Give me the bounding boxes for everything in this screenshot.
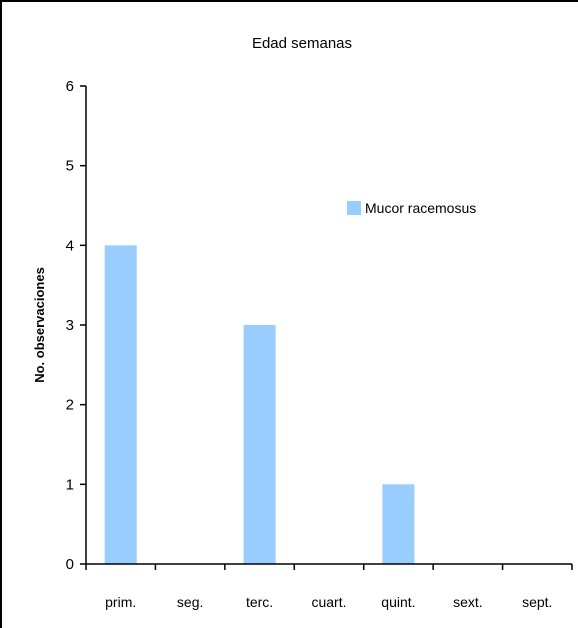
bar-prim [104, 245, 137, 565]
x-tick-label: sext. [453, 594, 483, 610]
x-tick-label: quint. [381, 594, 415, 610]
y-tick-label: 6 [66, 78, 74, 95]
y-tick-label: 1 [66, 476, 74, 493]
x-tick-label: prim. [105, 594, 136, 610]
y-ticks-group: 0 1 2 3 4 5 6 [66, 78, 86, 573]
bar-terc [243, 325, 276, 564]
x-ticks-group: prim. seg. terc. cuart. quint. sext. sept. [85, 564, 573, 610]
legend-swatch [347, 201, 361, 215]
y-tick-label: 5 [66, 158, 74, 175]
y-axis-label: No. observaciones [32, 267, 47, 383]
bars-group [104, 245, 415, 565]
legend-label: Mucor racemosus [365, 200, 476, 216]
y-tick-label: 2 [66, 397, 74, 414]
x-tick-label: cuart. [311, 594, 346, 610]
y-tick-label: 3 [66, 317, 74, 334]
x-tick-label: seg. [177, 594, 203, 610]
bar-quint [382, 484, 415, 564]
y-tick-label: 4 [66, 237, 74, 254]
chart-title: Edad semanas [252, 35, 352, 52]
x-tick-label: terc. [246, 594, 273, 610]
legend: Mucor racemosus [347, 200, 476, 216]
y-tick-label: 0 [66, 556, 74, 573]
axes-group [85, 86, 572, 565]
x-tick-label: sept. [522, 594, 552, 610]
